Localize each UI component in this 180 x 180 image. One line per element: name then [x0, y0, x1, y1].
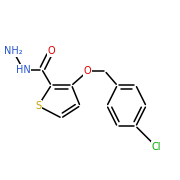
Text: O: O [47, 46, 55, 56]
Text: Cl: Cl [152, 142, 161, 152]
Text: S: S [35, 101, 41, 111]
Text: HN: HN [16, 65, 31, 75]
Text: O: O [84, 66, 91, 76]
Text: NH₂: NH₂ [4, 46, 22, 56]
